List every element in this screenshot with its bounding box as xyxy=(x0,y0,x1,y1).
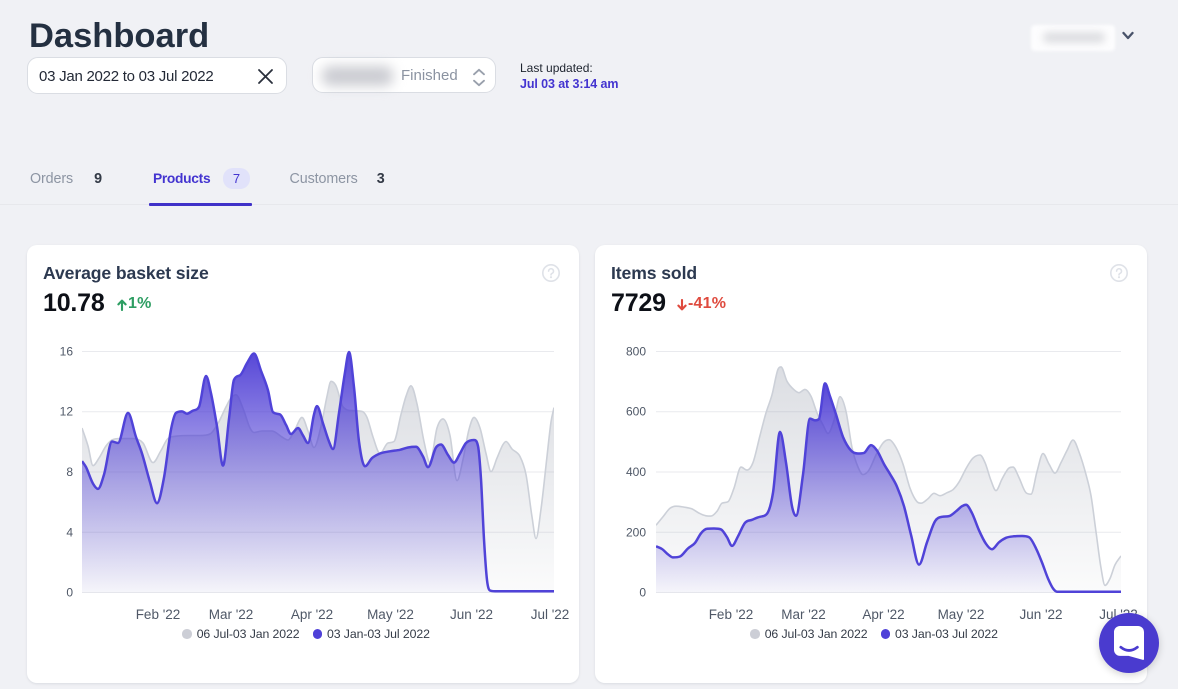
svg-text:16: 16 xyxy=(60,345,74,359)
svg-text:800: 800 xyxy=(626,345,646,359)
svg-text:Jul '22: Jul '22 xyxy=(531,607,570,622)
svg-text:Mar '22: Mar '22 xyxy=(781,607,826,622)
svg-text:Mar '22: Mar '22 xyxy=(209,607,254,622)
svg-text:Feb '22: Feb '22 xyxy=(709,607,754,622)
svg-text:May '22: May '22 xyxy=(367,607,414,622)
svg-text:400: 400 xyxy=(626,465,646,479)
svg-text:Jun '22: Jun '22 xyxy=(1019,607,1062,622)
svg-text:Apr '22: Apr '22 xyxy=(862,607,904,622)
svg-text:0: 0 xyxy=(639,586,646,600)
svg-text:200: 200 xyxy=(626,525,646,539)
svg-text:600: 600 xyxy=(626,405,646,419)
svg-text:12: 12 xyxy=(60,405,74,419)
svg-text:4: 4 xyxy=(66,525,73,539)
svg-text:Feb '22: Feb '22 xyxy=(136,607,181,622)
svg-text:Jun '22: Jun '22 xyxy=(450,607,493,622)
svg-text:0: 0 xyxy=(66,586,73,600)
svg-text:May '22: May '22 xyxy=(938,607,985,622)
svg-text:8: 8 xyxy=(66,465,73,479)
svg-text:Apr '22: Apr '22 xyxy=(291,607,333,622)
